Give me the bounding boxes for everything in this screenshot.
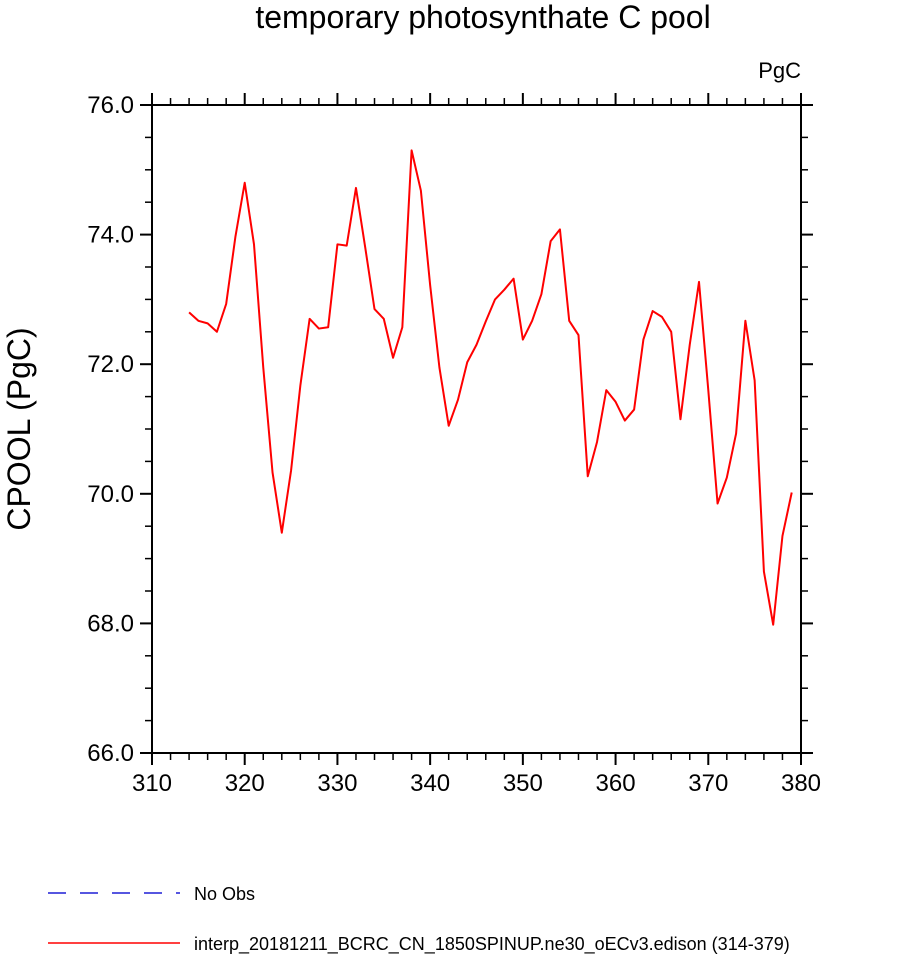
legend: No Obs interp_20181211_BCRC_CN_1850SPINU… — [48, 884, 790, 955]
series-line-0 — [188, 149, 793, 626]
legend-label-no-obs: No Obs — [194, 884, 255, 904]
x-tick-label: 310 — [132, 770, 172, 797]
y-axis-ticks — [140, 104, 813, 754]
x-tick-label: 330 — [317, 770, 357, 797]
chart-title: temporary photosynthate C pool — [255, 0, 710, 35]
y-tick-label: 66.0 — [87, 740, 134, 767]
x-tick-label: 350 — [503, 770, 543, 797]
y-axis-label: CPOOL (PgC) — [1, 327, 37, 530]
y-tick-label: 68.0 — [87, 610, 134, 637]
x-tick-label: 340 — [410, 770, 450, 797]
x-axis-ticks — [151, 93, 802, 765]
y-tick-label: 72.0 — [87, 351, 134, 378]
plot-frame — [151, 104, 802, 754]
series-layer — [188, 149, 793, 626]
x-tick-label: 380 — [781, 770, 821, 797]
y-tick-label: 74.0 — [87, 222, 134, 249]
x-axis-tick-labels: 310 320 330 340 350 360 370 380 — [132, 770, 821, 797]
y-axis-tick-labels: 66.0 68.0 70.0 72.0 74.0 76.0 — [87, 92, 134, 767]
x-tick-label: 360 — [596, 770, 636, 797]
x-tick-label: 370 — [688, 770, 728, 797]
x-tick-label: 320 — [225, 770, 265, 797]
y-tick-label: 70.0 — [87, 481, 134, 508]
y-tick-label: 76.0 — [87, 92, 134, 119]
legend-label-model: interp_20181211_BCRC_CN_1850SPINUP.ne30_… — [194, 934, 790, 955]
units-label: PgC — [758, 58, 801, 83]
